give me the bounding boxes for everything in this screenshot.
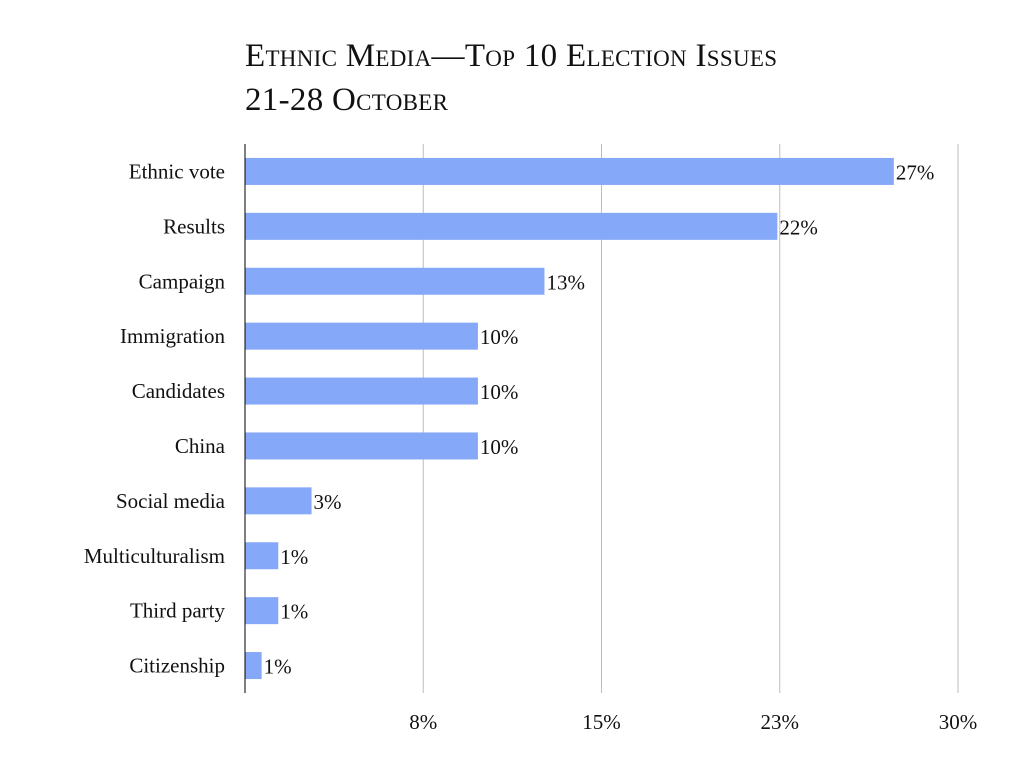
y-tick-label: Ethnic vote <box>129 159 225 183</box>
bar <box>245 487 312 515</box>
bar <box>245 267 545 295</box>
bar <box>245 542 279 570</box>
x-tick-label: 30% <box>939 710 978 734</box>
y-tick-label: Immigration <box>120 324 225 348</box>
data-label: 22% <box>779 215 818 239</box>
data-label: 3% <box>314 490 342 514</box>
bar <box>245 432 478 460</box>
y-tick-label: Multiculturalism <box>84 544 225 568</box>
chart-title: Ethnic Media—Top 10 Election Issues 21-2… <box>245 34 777 122</box>
data-label: 10% <box>480 325 519 349</box>
y-tick-label: Citizenship <box>129 654 225 678</box>
data-label: 1% <box>280 545 308 569</box>
bar <box>245 212 778 240</box>
data-label: 27% <box>896 160 935 184</box>
x-tick-label: 23% <box>761 710 800 734</box>
bar <box>245 377 478 405</box>
bar <box>245 157 894 185</box>
x-tick-label: 15% <box>582 710 621 734</box>
x-tick-label: 8% <box>409 710 437 734</box>
y-tick-label: Results <box>163 214 225 238</box>
data-label: 10% <box>480 435 519 459</box>
y-tick-label: Candidates <box>132 379 225 403</box>
data-label: 1% <box>264 655 292 679</box>
data-label: 1% <box>280 600 308 624</box>
y-tick-label: China <box>175 434 226 458</box>
data-label: 13% <box>546 270 585 294</box>
chart-title-line: Ethnic Media—Top 10 Election Issues <box>245 38 778 74</box>
y-tick-label: Campaign <box>139 269 226 293</box>
chart-subtitle: 21-28 October <box>245 82 449 118</box>
bar <box>245 652 262 680</box>
bar <box>245 322 478 350</box>
y-tick-label: Third party <box>130 599 226 623</box>
y-tick-label: Social media <box>116 489 226 513</box>
data-label: 10% <box>480 380 519 404</box>
bar <box>245 597 279 625</box>
